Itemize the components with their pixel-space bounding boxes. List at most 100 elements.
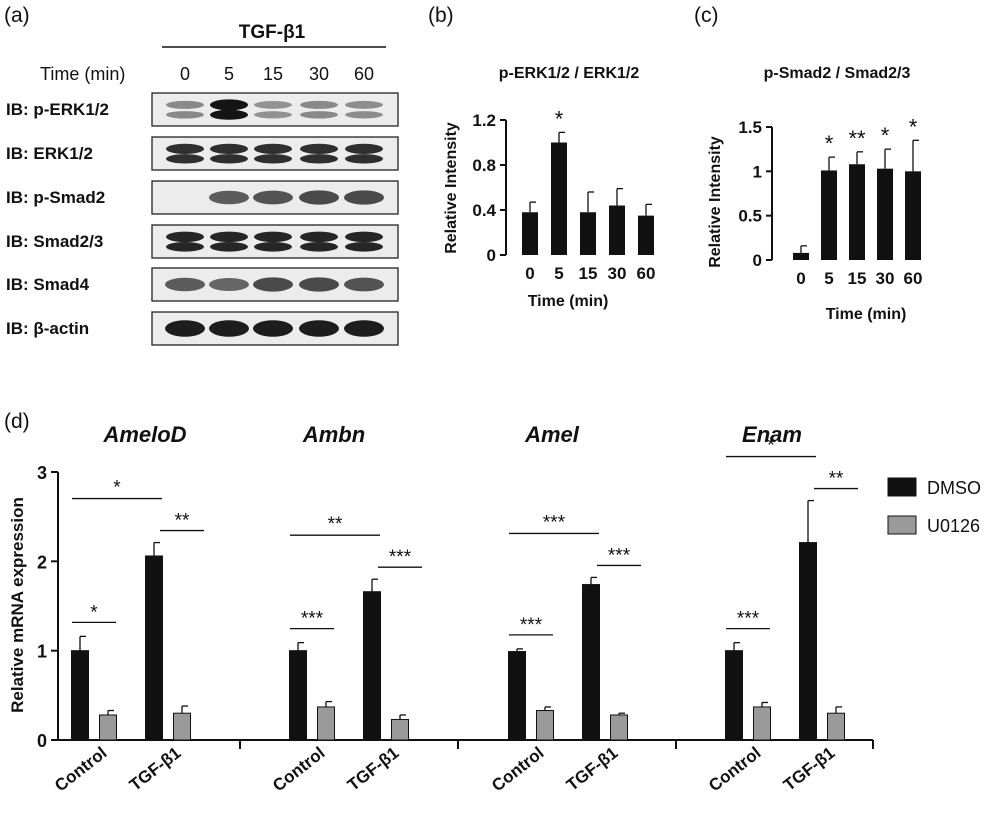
chart-d-significance-tgf: **	[175, 511, 190, 532]
blot-membrane-box	[151, 92, 399, 127]
chart-c-xtick-label: 30	[876, 269, 895, 288]
blot-row-label: IB: β-actin	[6, 319, 89, 338]
blot-band	[210, 154, 248, 164]
chart-b-title: p-ERK1/2 / ERK1/2	[499, 65, 640, 82]
blot-band	[209, 278, 249, 291]
chart-b-ytick-label: 1.2	[472, 111, 496, 130]
chart-b-xtick-label: 30	[608, 264, 627, 283]
chart-d-bar	[827, 712, 845, 741]
chart-d-gene-title: Enam	[742, 422, 802, 447]
blot-band	[254, 100, 292, 109]
blot-band	[299, 190, 339, 205]
blot-time-point-0: 0	[180, 64, 190, 84]
blot-row-label: IB: p-ERK1/2	[6, 100, 109, 119]
chart-d-xtick-label: Control	[488, 743, 547, 795]
chart-b-bar	[580, 212, 596, 255]
chart-d-bar	[145, 555, 163, 741]
blot-band	[344, 277, 384, 292]
chart-d-bar	[391, 718, 409, 741]
chart-d-significance-control: ***	[520, 615, 543, 636]
blot-band	[166, 241, 204, 252]
chart-c-xtick-label: 15	[848, 269, 867, 288]
chart-mrna-expression: Relative mRNA expression 0123AmeloD****C…	[8, 422, 981, 795]
chart-d-legend-label: U0126	[927, 516, 980, 536]
blot-band	[345, 111, 383, 119]
blot-time-point-5: 5	[224, 64, 234, 84]
blot-band	[210, 109, 248, 120]
chart-d-legend-swatch	[887, 477, 917, 497]
chart-d-xtick-label: TGF-β1	[126, 743, 185, 795]
panel-label-a: (a)	[4, 4, 30, 27]
panel-label-b: (b)	[428, 4, 454, 27]
panel-label-d: (d)	[4, 410, 30, 433]
chart-c-significance: *	[909, 114, 918, 139]
chart-d-significance-control: ***	[737, 609, 760, 630]
chart-d-bar	[799, 542, 817, 741]
blot-band	[166, 143, 204, 155]
chart-b-bar	[522, 212, 538, 255]
blot-band	[299, 320, 339, 337]
chart-c-ytick-label: 0.5	[738, 207, 762, 226]
chart-d-xtick-label: TGF-β1	[780, 743, 839, 795]
blot-band	[300, 241, 338, 252]
blot-band	[210, 241, 248, 252]
chart-d-significance-cross: *	[113, 478, 121, 499]
chart-c-ylabel: Relative Intensity	[707, 136, 724, 268]
blot-row-label: IB: Smad2/3	[6, 232, 103, 251]
chart-b-ytick-label: 0	[487, 246, 496, 265]
blot-row-label: IB: ERK1/2	[6, 144, 93, 163]
chart-c-bar	[821, 170, 837, 260]
chart-d-bar	[99, 714, 117, 741]
chart-c-significance: **	[848, 126, 866, 151]
chart-d-bar	[71, 650, 89, 741]
blot-band	[165, 277, 205, 292]
blot-band	[254, 231, 292, 243]
blot-band	[166, 111, 204, 119]
blot-time-label: Time (min)	[40, 64, 125, 84]
blot-time-point-30: 30	[309, 64, 329, 84]
chart-b-ylabel: Relative Intensity	[443, 122, 460, 254]
chart-d-legend-label: DMSO	[927, 478, 981, 498]
blot-band	[254, 111, 292, 119]
blot-band	[300, 231, 338, 243]
chart-d-significance-tgf: ***	[389, 547, 412, 568]
chart-d-legend-swatch	[887, 515, 917, 535]
chart-d-bar	[317, 706, 335, 741]
chart-d-ytick-label: 1	[37, 642, 47, 662]
blot-band	[254, 154, 292, 164]
chart-b-xtick-label: 5	[554, 264, 563, 283]
chart-c-ytick-label: 1.5	[738, 118, 762, 137]
chart-c-bar	[905, 171, 921, 260]
chart-d-bar	[363, 591, 381, 741]
chart-c-bar	[793, 252, 809, 260]
blot-band	[300, 111, 338, 119]
chart-d-bar	[582, 584, 600, 741]
blot-band	[345, 100, 383, 109]
chart-b-xtick-label: 60	[637, 264, 656, 283]
chart-c-bar	[877, 168, 893, 260]
chart-c-significance: *	[825, 131, 834, 156]
chart-d-xtick-label: TGF-β1	[344, 743, 403, 795]
western-blot-panel: TGF-β1 Time (min) 0 5 15 30 60 IB: p-ERK1/2 IB…	[6, 22, 399, 346]
chart-c-ytick-label: 1	[753, 162, 762, 181]
blot-band	[345, 231, 383, 243]
chart-c-significance: *	[881, 123, 890, 148]
chart-b-xlabel: Time (min)	[528, 293, 609, 310]
chart-d-gene-title: Amel	[524, 422, 580, 447]
chart-c-xtick-label: 60	[904, 269, 923, 288]
blot-band	[253, 277, 293, 292]
chart-d-bar	[173, 712, 191, 741]
chart-b-ytick-label: 0.8	[472, 156, 496, 175]
blot-band	[300, 154, 338, 164]
chart-c-title: p-Smad2 / Smad2/3	[764, 65, 911, 82]
chart-d-xtick-label: Control	[51, 743, 110, 795]
chart-d-bar	[753, 706, 771, 741]
chart-c-ytick-label: 0	[753, 251, 762, 270]
chart-d-bar	[508, 651, 526, 741]
chart-b-bar	[609, 205, 625, 255]
blot-row-label: IB: Smad4	[6, 275, 90, 294]
blot-band	[253, 190, 293, 205]
blot-band	[166, 231, 204, 243]
chart-d-significance-control: ***	[301, 609, 324, 630]
blot-band	[254, 143, 292, 155]
